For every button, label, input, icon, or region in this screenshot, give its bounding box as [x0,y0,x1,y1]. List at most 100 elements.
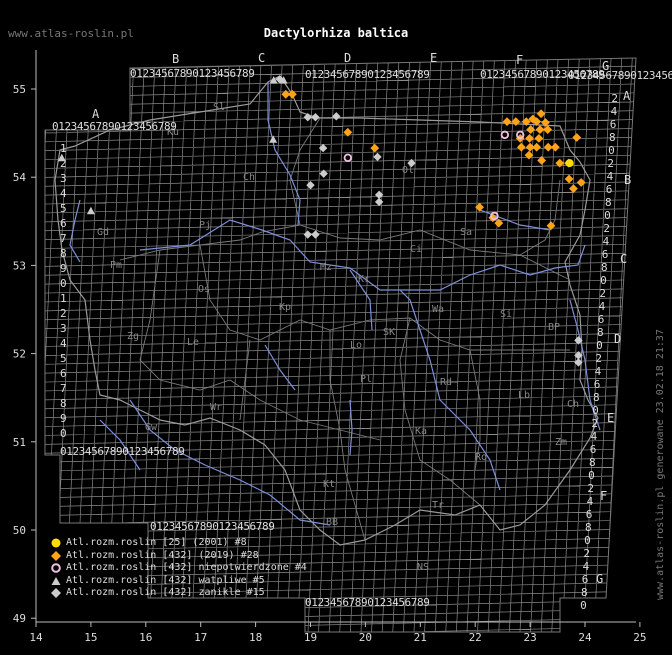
record-unconfirmed [516,130,525,140]
river-path [569,299,601,431]
region-label: Ku [167,127,179,138]
record-2019 [370,143,380,153]
grid-digit-left: 5 [60,352,67,365]
legend-item-doubtful: Atl.rozm.roslin [432] watpliwe #5 [50,575,307,588]
record-2019 [516,142,526,152]
site-link[interactable]: www.atlas-roslin.pl [8,27,134,40]
region-label: Gd [97,227,109,238]
grid-digit-right: 8 [609,131,616,144]
record-2019 [576,178,586,187]
river-path [69,199,81,263]
y-tick-label: 54 [13,171,27,184]
x-tick-label: 15 [84,631,97,644]
grid-lines [45,58,636,632]
region-boundary [199,244,570,351]
record-2019 [475,202,484,212]
grid-digit-right: 8 [581,586,588,599]
grid-letter-top: B [172,52,179,66]
grid-digit-left: 3 [60,322,67,335]
record-2019 [537,156,547,165]
grid-letter-right: D [614,332,621,346]
record-2019 [524,150,534,160]
record-doubtful [269,76,278,84]
record-2019 [555,158,565,168]
record-2019 [569,184,578,194]
rivers [69,82,601,526]
grid-letter-top: C [258,51,265,65]
x-tick-label: 24 [578,631,592,644]
region-boundary [289,117,321,226]
record-extinct [374,190,384,200]
grid-digit-right: 0 [608,144,615,157]
record-2019 [494,218,504,228]
record-2019 [572,133,582,142]
region-label: Rd [440,377,452,388]
country-border [54,75,599,546]
grid-digit-left: 8 [60,397,67,410]
record-2019 [521,117,531,127]
yellow-circle-icon [50,537,62,549]
grid-digit-right: 8 [585,521,592,534]
record-extinct [311,230,320,239]
grid-digit-right: 4 [595,365,602,378]
record-unconfirmed [500,130,510,140]
grid-digit-right: 8 [601,261,608,274]
region-label: Ch [243,172,255,183]
y-tick-label: 51 [13,436,26,449]
grid-digit-left: 1 [60,142,67,155]
grid-digit-left: 0 [60,427,67,440]
river-path [267,82,301,226]
grid-digits: 01234567890123456789 [52,120,176,133]
region-label: Lo [350,340,362,351]
grid-digits: 01234567890123456789 [150,520,274,533]
grid-digit-left: 5 [60,202,67,215]
grid-digit-right: 8 [597,326,604,339]
x-tick-label: 18 [249,631,262,644]
region-boundary [239,339,251,421]
axis-frame: 14 15 16 17 18 19 20 21 22 23 24 2555545352515049AB… [13,50,672,644]
grid-digit-right: 4 [587,495,594,508]
grid-letter-right: C [620,252,627,266]
grid-digit-right: 6 [602,248,609,261]
record-extinct [303,113,312,122]
x-tick-label: 17 [194,631,207,644]
grid-digit-left: 4 [60,337,67,350]
region-label: Ro [475,452,487,463]
grey-diamond-icon [50,587,62,599]
x-tick-label: 25 [633,631,646,644]
region-label: Ka [415,426,427,437]
record-extinct [306,180,315,190]
record-2019 [532,142,542,152]
region-label: Wr [210,402,222,413]
record-2019 [543,142,553,152]
region-label: Zg [127,331,139,342]
grid-digit-right: 6 [582,573,589,586]
x-tick-label: 22 [469,631,482,644]
legend-label: Atl.rozm.roslin [432] niepotwierdzone #4 [66,562,307,573]
grid-digit-right: 6 [586,508,593,521]
record-2019 [281,89,291,99]
record-doubtful [86,206,95,215]
orange-diamond-icon [50,550,62,562]
y-tick-label: 49 [13,612,26,625]
region-label: BP [548,322,560,333]
grid-digit-left: 9 [60,262,67,275]
grid-letter-top: A [92,107,100,121]
grid-digit-right: 4 [607,170,614,183]
x-tick-label: 21 [414,631,427,644]
record-extinct [373,152,382,162]
record-2019 [534,133,544,143]
legend-label: Atl.rozm.roslin [432] (2019) #28 [66,549,259,561]
record-2019 [535,125,545,134]
triangle-icon [50,575,62,587]
x-tick-label: 20 [359,631,372,644]
river-path [139,219,586,291]
grid-digit-right: 2 [591,417,598,430]
grid-digit-right: 6 [594,378,601,391]
grid-digit-left: 1 [60,292,67,305]
river-path [129,399,331,526]
region-label: Sl [213,102,225,113]
y-tick-label: 53 [13,259,26,272]
